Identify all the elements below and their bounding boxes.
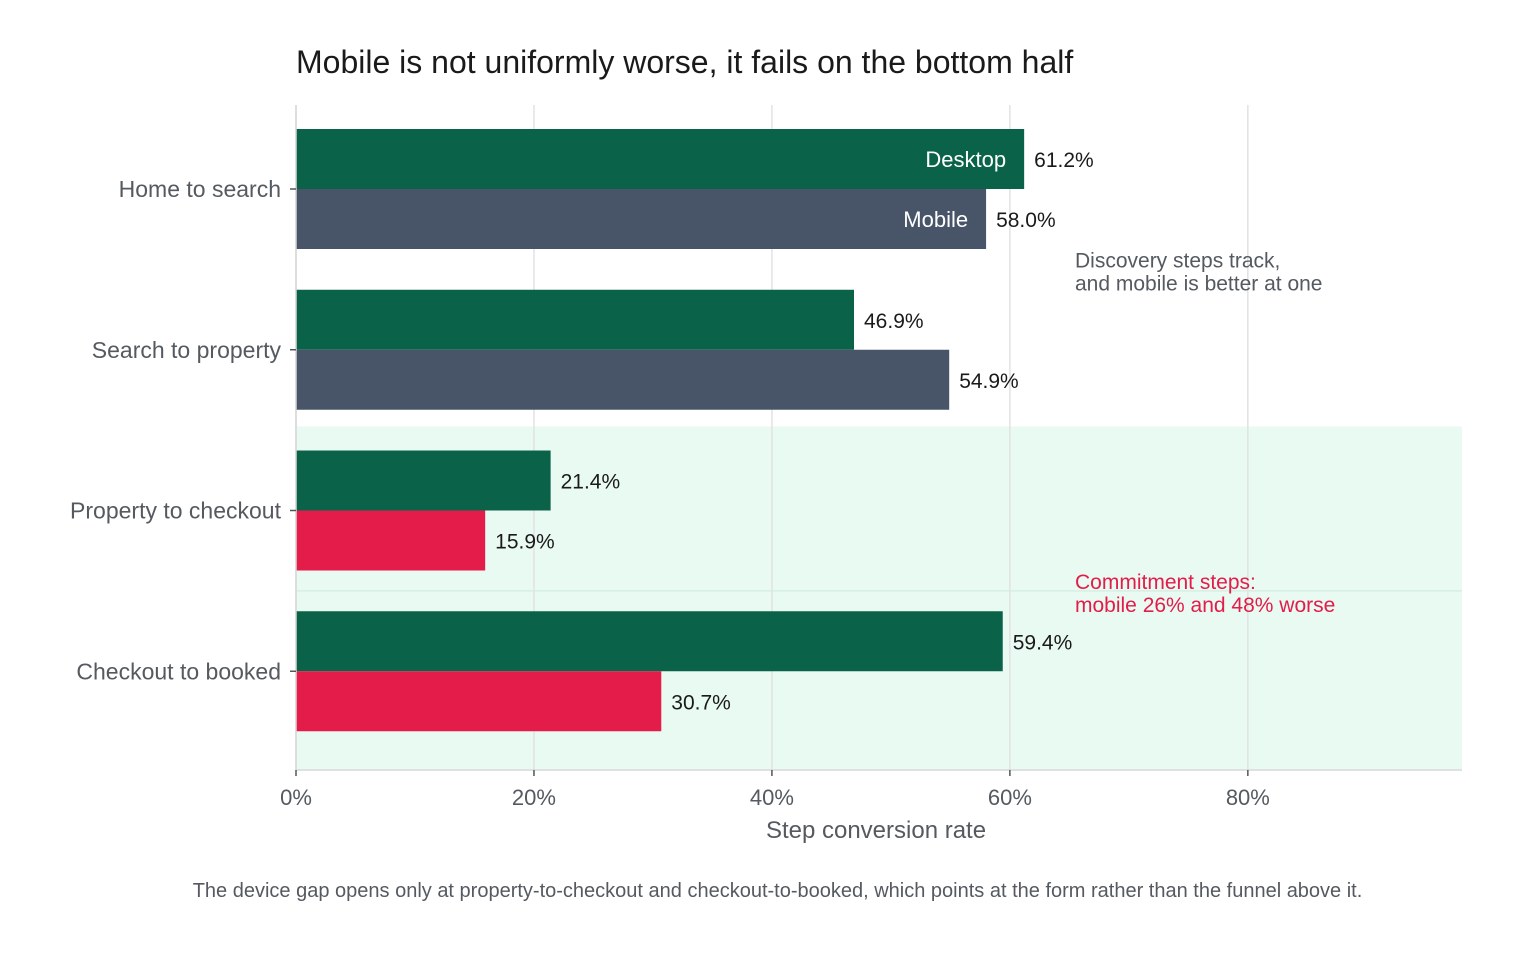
x-tick-label: 80% — [1226, 785, 1270, 810]
x-tick-label: 0% — [280, 785, 312, 810]
category-label: Home to search — [119, 176, 281, 202]
annotation-line: Discovery steps track, — [1075, 249, 1280, 272]
bar-mobile — [296, 349, 950, 410]
bar-mobile — [296, 189, 987, 249]
x-axis-label: Step conversion rate — [766, 817, 986, 844]
annotation-line: mobile 26% and 48% worse — [1075, 594, 1335, 617]
bar-desktop — [296, 129, 1025, 189]
bars-layer — [296, 129, 1025, 732]
bar-desktop — [296, 450, 551, 511]
bar-mobile — [296, 510, 486, 571]
data-label-mobile: 15.9% — [495, 531, 555, 554]
category-label: Property to checkout — [70, 498, 282, 524]
data-label-desktop: 59.4% — [1013, 631, 1073, 654]
bar-mobile — [296, 671, 662, 732]
data-label-desktop: 21.4% — [561, 471, 621, 494]
category-label: Search to property — [92, 337, 282, 363]
x-tick-label: 60% — [988, 785, 1032, 810]
x-tick-label: 20% — [512, 785, 556, 810]
data-label-desktop: 61.2% — [1034, 149, 1094, 172]
data-label-mobile: 30.7% — [671, 691, 731, 714]
category-label: Checkout to booked — [76, 658, 281, 684]
labels-layer: 61.2% 58.0% Desktop Mobile 46.9% 54.9% 21.4% 15… — [495, 147, 1335, 714]
annotation-line: and mobile is better at one — [1075, 272, 1323, 295]
series-label-mobile: Mobile — [903, 207, 968, 232]
axis-layer: 0% 20% 40% 60% 80% Step conversion rate Home t… — [70, 105, 1462, 844]
annotation-commitment: Commitment steps: mobile 26% and 48% wors… — [1075, 571, 1335, 617]
x-tick-label: 40% — [750, 785, 794, 810]
chart-caption: The device gap opens only at property-to… — [192, 880, 1363, 902]
chart-title: Mobile is not uniformly worse, it fails … — [296, 44, 1074, 80]
annotation-line: Commitment steps: — [1075, 571, 1256, 594]
bar-desktop — [296, 289, 855, 350]
series-label-desktop: Desktop — [925, 147, 1006, 172]
annotation-discovery: Discovery steps track, and mobile is bett… — [1075, 249, 1323, 295]
data-label-mobile: 54.9% — [959, 370, 1019, 393]
data-label-desktop: 46.9% — [864, 310, 924, 333]
data-label-mobile: 58.0% — [996, 209, 1056, 232]
bar-desktop — [296, 611, 1003, 672]
